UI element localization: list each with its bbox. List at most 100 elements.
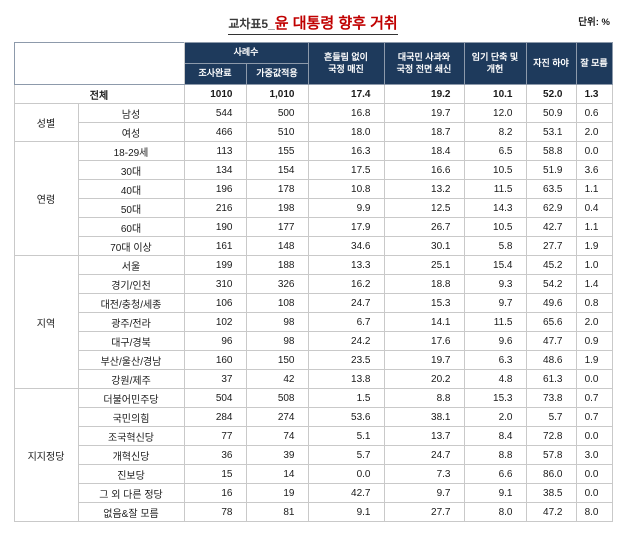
table-row: 40대 196 178 10.8 13.2 11.5 63.5 1.1 <box>14 179 613 199</box>
cell-value: 0.6 <box>575 103 613 123</box>
cell-value: 11.5 <box>463 179 527 199</box>
table-row: 그 외 다른 정당 16 19 42.7 9.7 9.1 38.5 0.0 <box>14 483 613 503</box>
cell-value: 26.7 <box>383 217 465 237</box>
row-label: 진보당 <box>77 464 185 484</box>
cell-value: 15.4 <box>463 255 527 275</box>
cell-value: 8.8 <box>383 388 465 408</box>
cell-value: 113 <box>183 141 247 161</box>
title-main: 윤 대통령 향후 거취 <box>274 15 398 32</box>
table-row: 조국혁신당 77 74 5.1 13.7 8.4 72.8 0.0 <box>14 426 613 446</box>
cell-value: 17.6 <box>383 331 465 351</box>
cell-value: 134 <box>183 160 247 180</box>
cell-value: 8.2 <box>463 122 527 142</box>
cell-value: 96 <box>183 331 247 351</box>
total-row-label: 전체 <box>13 84 185 104</box>
cell-value: 6.7 <box>307 312 385 332</box>
cell-value: 504 <box>183 388 247 408</box>
cell-value: 9.1 <box>307 502 385 522</box>
cell-value: 39 <box>245 445 309 465</box>
cell-value: 18.8 <box>383 274 465 294</box>
cell-value: 0.7 <box>575 407 613 427</box>
cell-value: 19.7 <box>383 350 465 370</box>
cell-value: 1.5 <box>307 388 385 408</box>
cell-value: 0.9 <box>575 331 613 351</box>
table-row: 대구/경북 96 98 24.2 17.6 9.6 47.7 0.9 <box>14 331 613 351</box>
cell-value: 57.8 <box>525 445 577 465</box>
cell-value: 51.9 <box>525 160 577 180</box>
table-row: 30대 134 154 17.5 16.6 10.5 51.9 3.6 <box>14 160 613 180</box>
table-row: 진보당 15 14 0.0 7.3 6.6 86.0 0.0 <box>14 464 613 484</box>
cell-value: 98 <box>245 331 309 351</box>
page-title: 교차표5_윤 대통령 향후 거취 <box>228 12 398 35</box>
row-group-label: 성별 <box>13 103 79 142</box>
cell-value: 23.5 <box>307 350 385 370</box>
row-label: 60대 <box>77 217 185 237</box>
cell-value: 196 <box>183 179 247 199</box>
cell-value: 24.7 <box>307 293 385 313</box>
cell-value: 15 <box>183 464 247 484</box>
cell-value: 198 <box>245 198 309 218</box>
cell-value: 188 <box>245 255 309 275</box>
cell-value: 216 <box>183 198 247 218</box>
cell-value: 58.8 <box>525 141 577 161</box>
cell-value: 12.0 <box>463 103 527 123</box>
cell-value: 466 <box>183 122 247 142</box>
cell-value: 199 <box>183 255 247 275</box>
cell-value: 13.2 <box>383 179 465 199</box>
cell-value: 0.4 <box>575 198 613 218</box>
cell-value: 6.3 <box>463 350 527 370</box>
cell-value: 19.2 <box>383 84 465 104</box>
cell-value: 48.6 <box>525 350 577 370</box>
cell-value: 18.7 <box>383 122 465 142</box>
row-label: 30대 <box>77 160 185 180</box>
cell-value: 16.3 <box>307 141 385 161</box>
cell-value: 47.7 <box>525 331 577 351</box>
cell-value: 17.5 <box>307 160 385 180</box>
cell-value: 36 <box>183 445 247 465</box>
row-label: 더불어민주당 <box>77 388 185 408</box>
cell-value: 27.7 <box>525 236 577 256</box>
cell-value: 6.6 <box>463 464 527 484</box>
cell-value: 16.2 <box>307 274 385 294</box>
row-group-label: 연령 <box>13 141 79 256</box>
title-prefix: 교차표5_ <box>228 17 275 31</box>
cell-value: 1.0 <box>575 255 613 275</box>
table-row: 광주/전라 102 98 6.7 14.1 11.5 65.6 2.0 <box>14 312 613 332</box>
cell-value: 0.8 <box>575 293 613 313</box>
cell-value: 13.7 <box>383 426 465 446</box>
cell-value: 49.6 <box>525 293 577 313</box>
table-row: 60대 190 177 17.9 26.7 10.5 42.7 1.1 <box>14 217 613 237</box>
row-label: 대구/경북 <box>77 331 185 351</box>
table-row-total: 전체 1010 1,010 17.4 19.2 10.1 52.0 1.3 <box>13 84 613 104</box>
cell-value: 177 <box>245 217 309 237</box>
row-label: 서울 <box>77 255 185 275</box>
cell-value: 11.5 <box>463 312 527 332</box>
row-label: 조국혁신당 <box>77 426 185 446</box>
cell-value: 5.7 <box>525 407 577 427</box>
header-response-5: 잘 모름 <box>575 42 613 85</box>
cell-value: 310 <box>183 274 247 294</box>
table-row: 여성 466 510 18.0 18.7 8.2 53.1 2.0 <box>14 122 613 142</box>
cell-value: 0.0 <box>575 141 613 161</box>
cell-value: 16.6 <box>383 160 465 180</box>
cell-value: 38.1 <box>383 407 465 427</box>
cell-value: 15.3 <box>383 293 465 313</box>
cell-value: 8.0 <box>463 502 527 522</box>
cell-value: 42.7 <box>307 483 385 503</box>
cell-value: 274 <box>245 407 309 427</box>
cell-value: 10.5 <box>463 160 527 180</box>
cell-value: 42.7 <box>525 217 577 237</box>
cell-value: 9.1 <box>463 483 527 503</box>
crosstab-table: 사례수 흔들림 없이 국정 매진 대국민 사과와 국정 전면 쇄신 임기 단축 … <box>13 42 613 522</box>
cell-value: 62.9 <box>525 198 577 218</box>
row-label: 부산/울산/경남 <box>77 350 185 370</box>
header-sample-completed: 조사완료 <box>183 63 247 85</box>
cell-value: 508 <box>245 388 309 408</box>
table-row: 70대 이상 161 148 34.6 30.1 5.8 27.7 1.9 <box>14 236 613 256</box>
row-label: 50대 <box>77 198 185 218</box>
cell-value: 155 <box>245 141 309 161</box>
table-row: 지역 서울 199 188 13.3 25.1 15.4 45.2 1.0 <box>13 255 613 389</box>
table-row: 부산/울산/경남 160 150 23.5 19.7 6.3 48.6 1.9 <box>14 350 613 370</box>
row-label: 여성 <box>77 122 185 142</box>
